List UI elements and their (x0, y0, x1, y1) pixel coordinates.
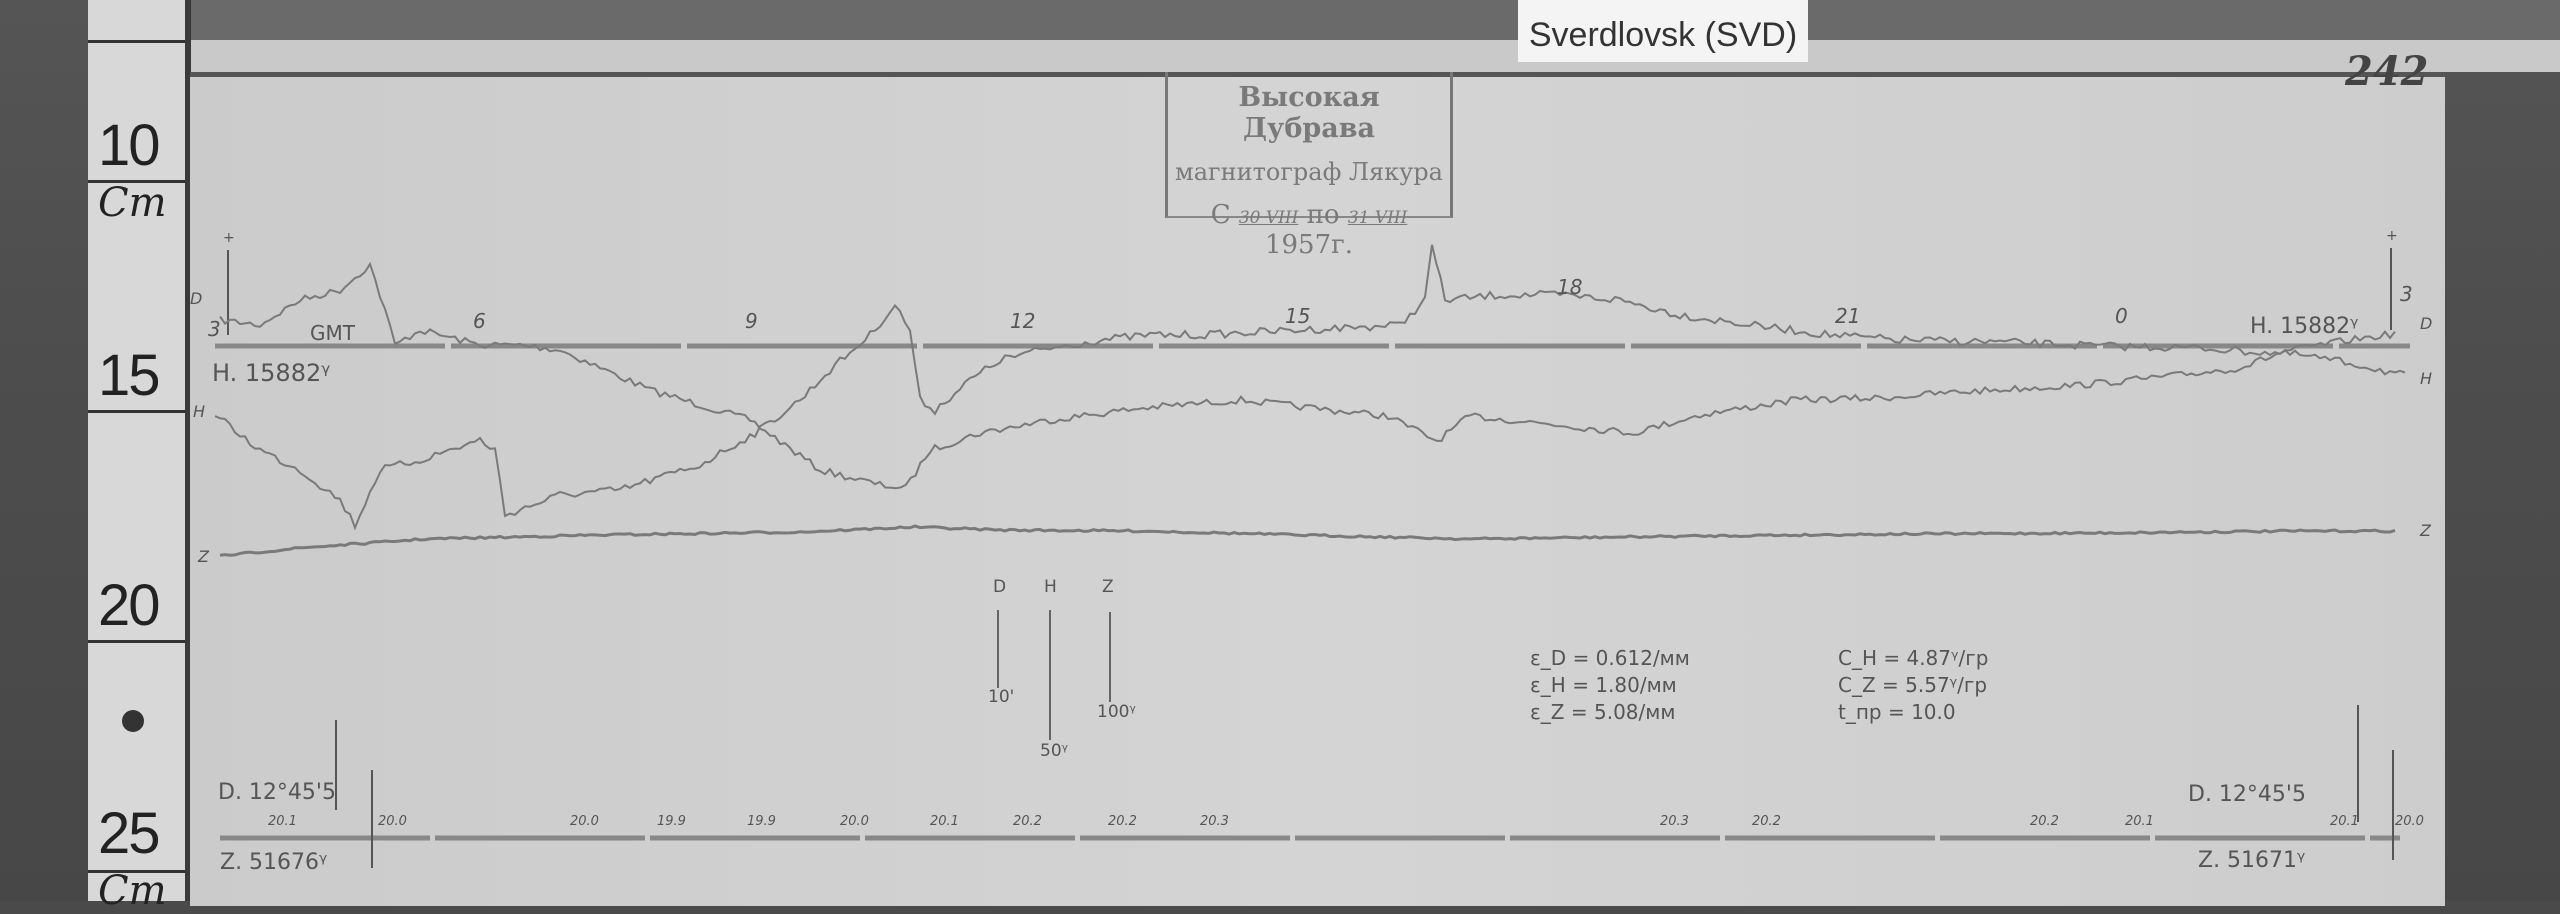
hour-mark: 12 (1010, 309, 1036, 333)
h-base-left: H. 15882ᵞ (212, 359, 331, 387)
hour-mark: 15 (1285, 304, 1311, 328)
stamp-dates: С 30 VIII по 31 VIII 1957г. (1168, 200, 1450, 260)
d-trace-label-right: D (2420, 314, 2433, 333)
magnetogram-sheet (190, 72, 2445, 906)
ruler-mark-10: 10 (98, 113, 160, 178)
ruler: 10 Cm 15 20 25 Cm (88, 0, 191, 914)
h-trace-label-left: H (193, 402, 206, 421)
hour-mark: 3 (2400, 282, 2413, 306)
temperature-reading: 20.3 (1200, 814, 1229, 829)
d-trace (219, 261, 2396, 490)
plus-sign: + (2386, 228, 2398, 244)
scale-bar-label-z: Z (1102, 577, 1114, 597)
ruler-mark-20: 20 (98, 573, 160, 638)
h-trace (214, 244, 2406, 531)
temperature-reading: 20.1 (930, 814, 959, 829)
ruler-tick (88, 180, 185, 183)
stamp-date-from: 30 VIII (1238, 208, 1299, 228)
stamp-date-to: 31 VIII (1347, 208, 1408, 228)
stamp-prefix: С (1210, 200, 1231, 230)
hour-mark: 0 (2115, 304, 2128, 328)
temperature-reading: 19.9 (747, 814, 776, 829)
ruler-mark-15: 15 (98, 343, 160, 408)
t-pr: t_пр = 10.0 (1838, 700, 1956, 724)
scale-bar-label-h: H (1044, 577, 1057, 597)
z-baseline-left: Z. 51676ᵞ (220, 850, 328, 875)
epsilon-d: ε_D = 0.612/мм (1530, 646, 1690, 670)
epsilon-z: ε_Z = 5.08/мм (1530, 700, 1676, 724)
scale-bar-label-d: D (993, 577, 1007, 597)
d-trace-label-left: D (190, 289, 203, 308)
stamp-station: Высокая Дубрава (1238, 82, 1380, 144)
plus-sign: + (223, 230, 235, 246)
z-trace-label-left: Z (198, 547, 209, 566)
ruler-tick (88, 40, 185, 43)
d-baseline-left: D. 12°45'5 (218, 780, 336, 805)
temperature-coefficients: C_H = 4.87ᵞ/гр C_Z = 5.57ᵞ/гр t_пр = 10.… (1838, 645, 1988, 726)
hour-mark: 9 (745, 309, 758, 333)
temperature-reading: 20.2 (1752, 814, 1781, 829)
temperature-reading: 20.1 (2330, 814, 2359, 829)
ruler-unit: Cm (98, 180, 167, 226)
station-stamp: Высокая Дубрава магнитограф Лякура С 30 … (1165, 72, 1453, 260)
temperature-reading: 19.9 (657, 814, 686, 829)
ruler-tick (88, 410, 185, 413)
scale-bar-value-d: 10' (988, 687, 1015, 707)
scale-bar-value-z: 100ᵞ (1097, 702, 1136, 722)
temperature-reading: 20.0 (840, 814, 869, 829)
temperature-reading: 20.2 (2030, 814, 2059, 829)
ruler-hole (122, 710, 144, 732)
paper-top-band (185, 40, 2560, 72)
ruler-tick (88, 640, 185, 643)
stamp-mid: по (1306, 200, 1340, 230)
z-trace-label-right: Z (2420, 521, 2431, 540)
sensitivity-coefficients: ε_D = 0.612/мм ε_H = 1.80/мм ε_Z = 5.08/… (1530, 645, 1690, 726)
hour-mark: 18 (1557, 275, 1583, 299)
temperature-reading: 20.1 (2125, 814, 2154, 829)
temperature-reading: 20.2 (1108, 814, 1137, 829)
c-z: C_Z = 5.57ᵞ/гр (1838, 673, 1988, 697)
temperature-reading: 20.3 (1660, 814, 1689, 829)
ruler-tick (88, 870, 185, 873)
z-trace (219, 524, 2396, 557)
h-trace-label-right: H (2420, 369, 2433, 388)
temperature-reading: 20.0 (2395, 814, 2424, 829)
hour-mark: 21 (1835, 304, 1861, 328)
hour-mark: 3 (208, 317, 221, 341)
station-label-card: Sverdlovsk (SVD) (1518, 0, 1808, 62)
temperature-reading: 20.1 (268, 814, 297, 829)
stamp-year: 1957г. (1264, 230, 1354, 260)
epsilon-h: ε_H = 1.80/мм (1530, 673, 1677, 697)
d-baseline-right: D. 12°45'5 (2188, 782, 2306, 807)
scale-bar-value-h: 50ᵞ (1040, 741, 1068, 761)
ruler-mark-25: 25 (98, 801, 160, 866)
z-baseline-right: Z. 51671ᵞ (2198, 848, 2306, 873)
temperature-reading: 20.2 (1013, 814, 1042, 829)
stamp-instrument: магнитограф Лякура (1175, 158, 1443, 186)
time-system: GMT (310, 321, 355, 345)
temperature-reading: 20.0 (378, 814, 407, 829)
temperature-reading: 20.0 (570, 814, 599, 829)
hour-mark: 6 (473, 309, 486, 333)
page-number: 242 (2345, 48, 2429, 95)
c-h: C_H = 4.87ᵞ/гр (1838, 646, 1989, 670)
h-base-right: H. 15882ᵞ (2250, 314, 2359, 339)
